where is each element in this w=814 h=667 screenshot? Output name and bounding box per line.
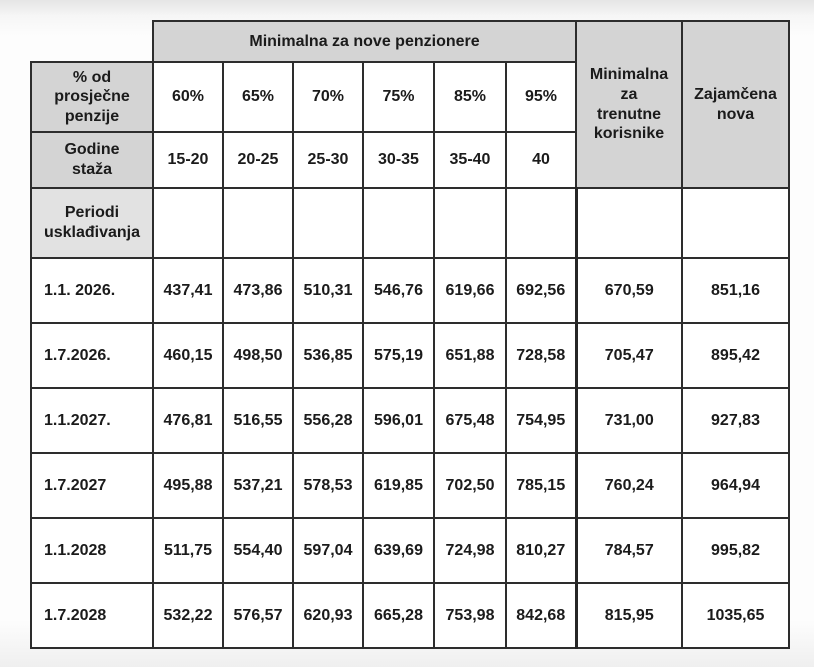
value-cell: 510,31 <box>292 257 364 324</box>
percent-header-cell: 70% <box>292 61 364 133</box>
table-row-data: 1.1. 2026. 437,41 473,86 510,31 546,76 6… <box>30 257 790 324</box>
years-header-cell: 15-20 <box>152 131 224 189</box>
value-cell: 651,88 <box>433 322 507 389</box>
date-cell: 1.1.2027. <box>30 387 154 454</box>
empty-cell <box>362 187 435 259</box>
current-users-value-cell: 784,57 <box>574 517 683 584</box>
value-cell: 576,57 <box>222 582 294 649</box>
table-row-data: 1.7.2028 532,22 576,57 620,93 665,28 753… <box>30 582 790 649</box>
value-cell: 537,21 <box>222 452 294 519</box>
table-row-percents: % od prosječne penzije 60% 65% 70% 75% 8… <box>30 61 789 133</box>
years-header-cell: 30-35 <box>362 131 435 189</box>
value-cell: 495,88 <box>152 452 224 519</box>
value-cell: 511,75 <box>152 517 224 584</box>
value-cell: 620,93 <box>292 582 364 649</box>
empty-cell <box>574 187 683 259</box>
value-cell: 692,56 <box>505 257 577 324</box>
header-minimalna-trenutne-korisnike: Minimalna za trenutne korisnike <box>575 20 683 189</box>
years-header-cell: 20-25 <box>222 131 294 189</box>
value-cell: 753,98 <box>433 582 507 649</box>
empty-cell <box>152 187 224 259</box>
empty-cell <box>433 187 507 259</box>
table-row-data: 1.7.2026. 460,15 498,50 536,85 575,19 65… <box>30 322 790 389</box>
value-cell: 754,95 <box>505 387 577 454</box>
header-minimalna-nove-penzionere: Minimalna za nove penzionere <box>152 20 577 63</box>
percent-header-cell: 95% <box>505 61 577 133</box>
table-row-span-header: Minimalna za nove penzionere Minimalna z… <box>31 20 790 189</box>
percent-header-cell: 65% <box>222 61 294 133</box>
table-row-adjustment-periods: Periodi usklađivanja <box>30 187 790 259</box>
value-cell: 597,04 <box>292 517 364 584</box>
date-cell: 1.7.2028 <box>30 582 154 649</box>
value-cell: 578,53 <box>292 452 364 519</box>
current-users-value-cell: 705,47 <box>574 322 683 389</box>
value-cell: 639,69 <box>362 517 435 584</box>
value-cell: 498,50 <box>222 322 294 389</box>
header-zajamcena-nova: Zajamčena nova <box>681 20 790 189</box>
current-users-value-cell: 760,24 <box>574 452 683 519</box>
date-cell: 1.7.2026. <box>30 322 154 389</box>
current-users-value-cell: 731,00 <box>574 387 683 454</box>
table-row-data: 1.7.2027 495,88 537,21 578,53 619,85 702… <box>30 452 790 519</box>
value-cell: 728,58 <box>505 322 577 389</box>
value-cell: 810,27 <box>505 517 577 584</box>
pension-table: Minimalna za nove penzionere Minimalna z… <box>30 20 790 649</box>
value-cell: 702,50 <box>433 452 507 519</box>
years-header-cell: 40 <box>505 131 577 189</box>
value-cell: 546,76 <box>362 257 435 324</box>
date-cell: 1.1.2028 <box>30 517 154 584</box>
value-cell: 665,28 <box>362 582 435 649</box>
value-cell: 473,86 <box>222 257 294 324</box>
value-cell: 556,28 <box>292 387 364 454</box>
value-cell: 675,48 <box>433 387 507 454</box>
empty-cell <box>222 187 294 259</box>
guaranteed-new-value-cell: 964,94 <box>681 452 790 519</box>
empty-cell <box>292 187 364 259</box>
value-cell: 554,40 <box>222 517 294 584</box>
percent-header-cell: 60% <box>152 61 224 133</box>
value-cell: 842,68 <box>505 582 577 649</box>
current-users-value-cell: 670,59 <box>574 257 683 324</box>
value-cell: 516,55 <box>222 387 294 454</box>
value-cell: 596,01 <box>362 387 435 454</box>
guaranteed-new-value-cell: 851,16 <box>681 257 790 324</box>
table-row-data: 1.1.2027. 476,81 516,55 556,28 596,01 67… <box>30 387 790 454</box>
current-users-value-cell: 815,95 <box>574 582 683 649</box>
date-cell: 1.1. 2026. <box>30 257 154 324</box>
value-cell: 437,41 <box>152 257 224 324</box>
guaranteed-new-value-cell: 1035,65 <box>681 582 790 649</box>
value-cell: 532,22 <box>152 582 224 649</box>
years-header-cell: 25-30 <box>292 131 364 189</box>
percent-header-cell: 75% <box>362 61 435 133</box>
guaranteed-new-value-cell: 995,82 <box>681 517 790 584</box>
value-cell: 724,98 <box>433 517 507 584</box>
percent-header-cell: 85% <box>433 61 507 133</box>
guaranteed-new-value-cell: 927,83 <box>681 387 790 454</box>
value-cell: 619,85 <box>362 452 435 519</box>
corner-empty-cell <box>31 21 153 62</box>
value-cell: 476,81 <box>152 387 224 454</box>
years-header-cell: 35-40 <box>433 131 507 189</box>
value-cell: 619,66 <box>433 257 507 324</box>
empty-cell <box>505 187 577 259</box>
row-header-years-of-service: Godine staža <box>30 131 154 189</box>
table-row-data: 1.1.2028 511,75 554,40 597,04 639,69 724… <box>30 517 790 584</box>
value-cell: 460,15 <box>152 322 224 389</box>
guaranteed-new-value-cell: 895,42 <box>681 322 790 389</box>
row-header-adjustment-periods: Periodi usklađivanja <box>30 187 154 259</box>
empty-cell <box>681 187 790 259</box>
value-cell: 536,85 <box>292 322 364 389</box>
row-header-percent-of-avg-pension: % od prosječne penzije <box>30 61 154 133</box>
value-cell: 575,19 <box>362 322 435 389</box>
value-cell: 785,15 <box>505 452 577 519</box>
table-row-years: Godine staža 15-20 20-25 25-30 30-35 35-… <box>30 131 789 189</box>
date-cell: 1.7.2027 <box>30 452 154 519</box>
